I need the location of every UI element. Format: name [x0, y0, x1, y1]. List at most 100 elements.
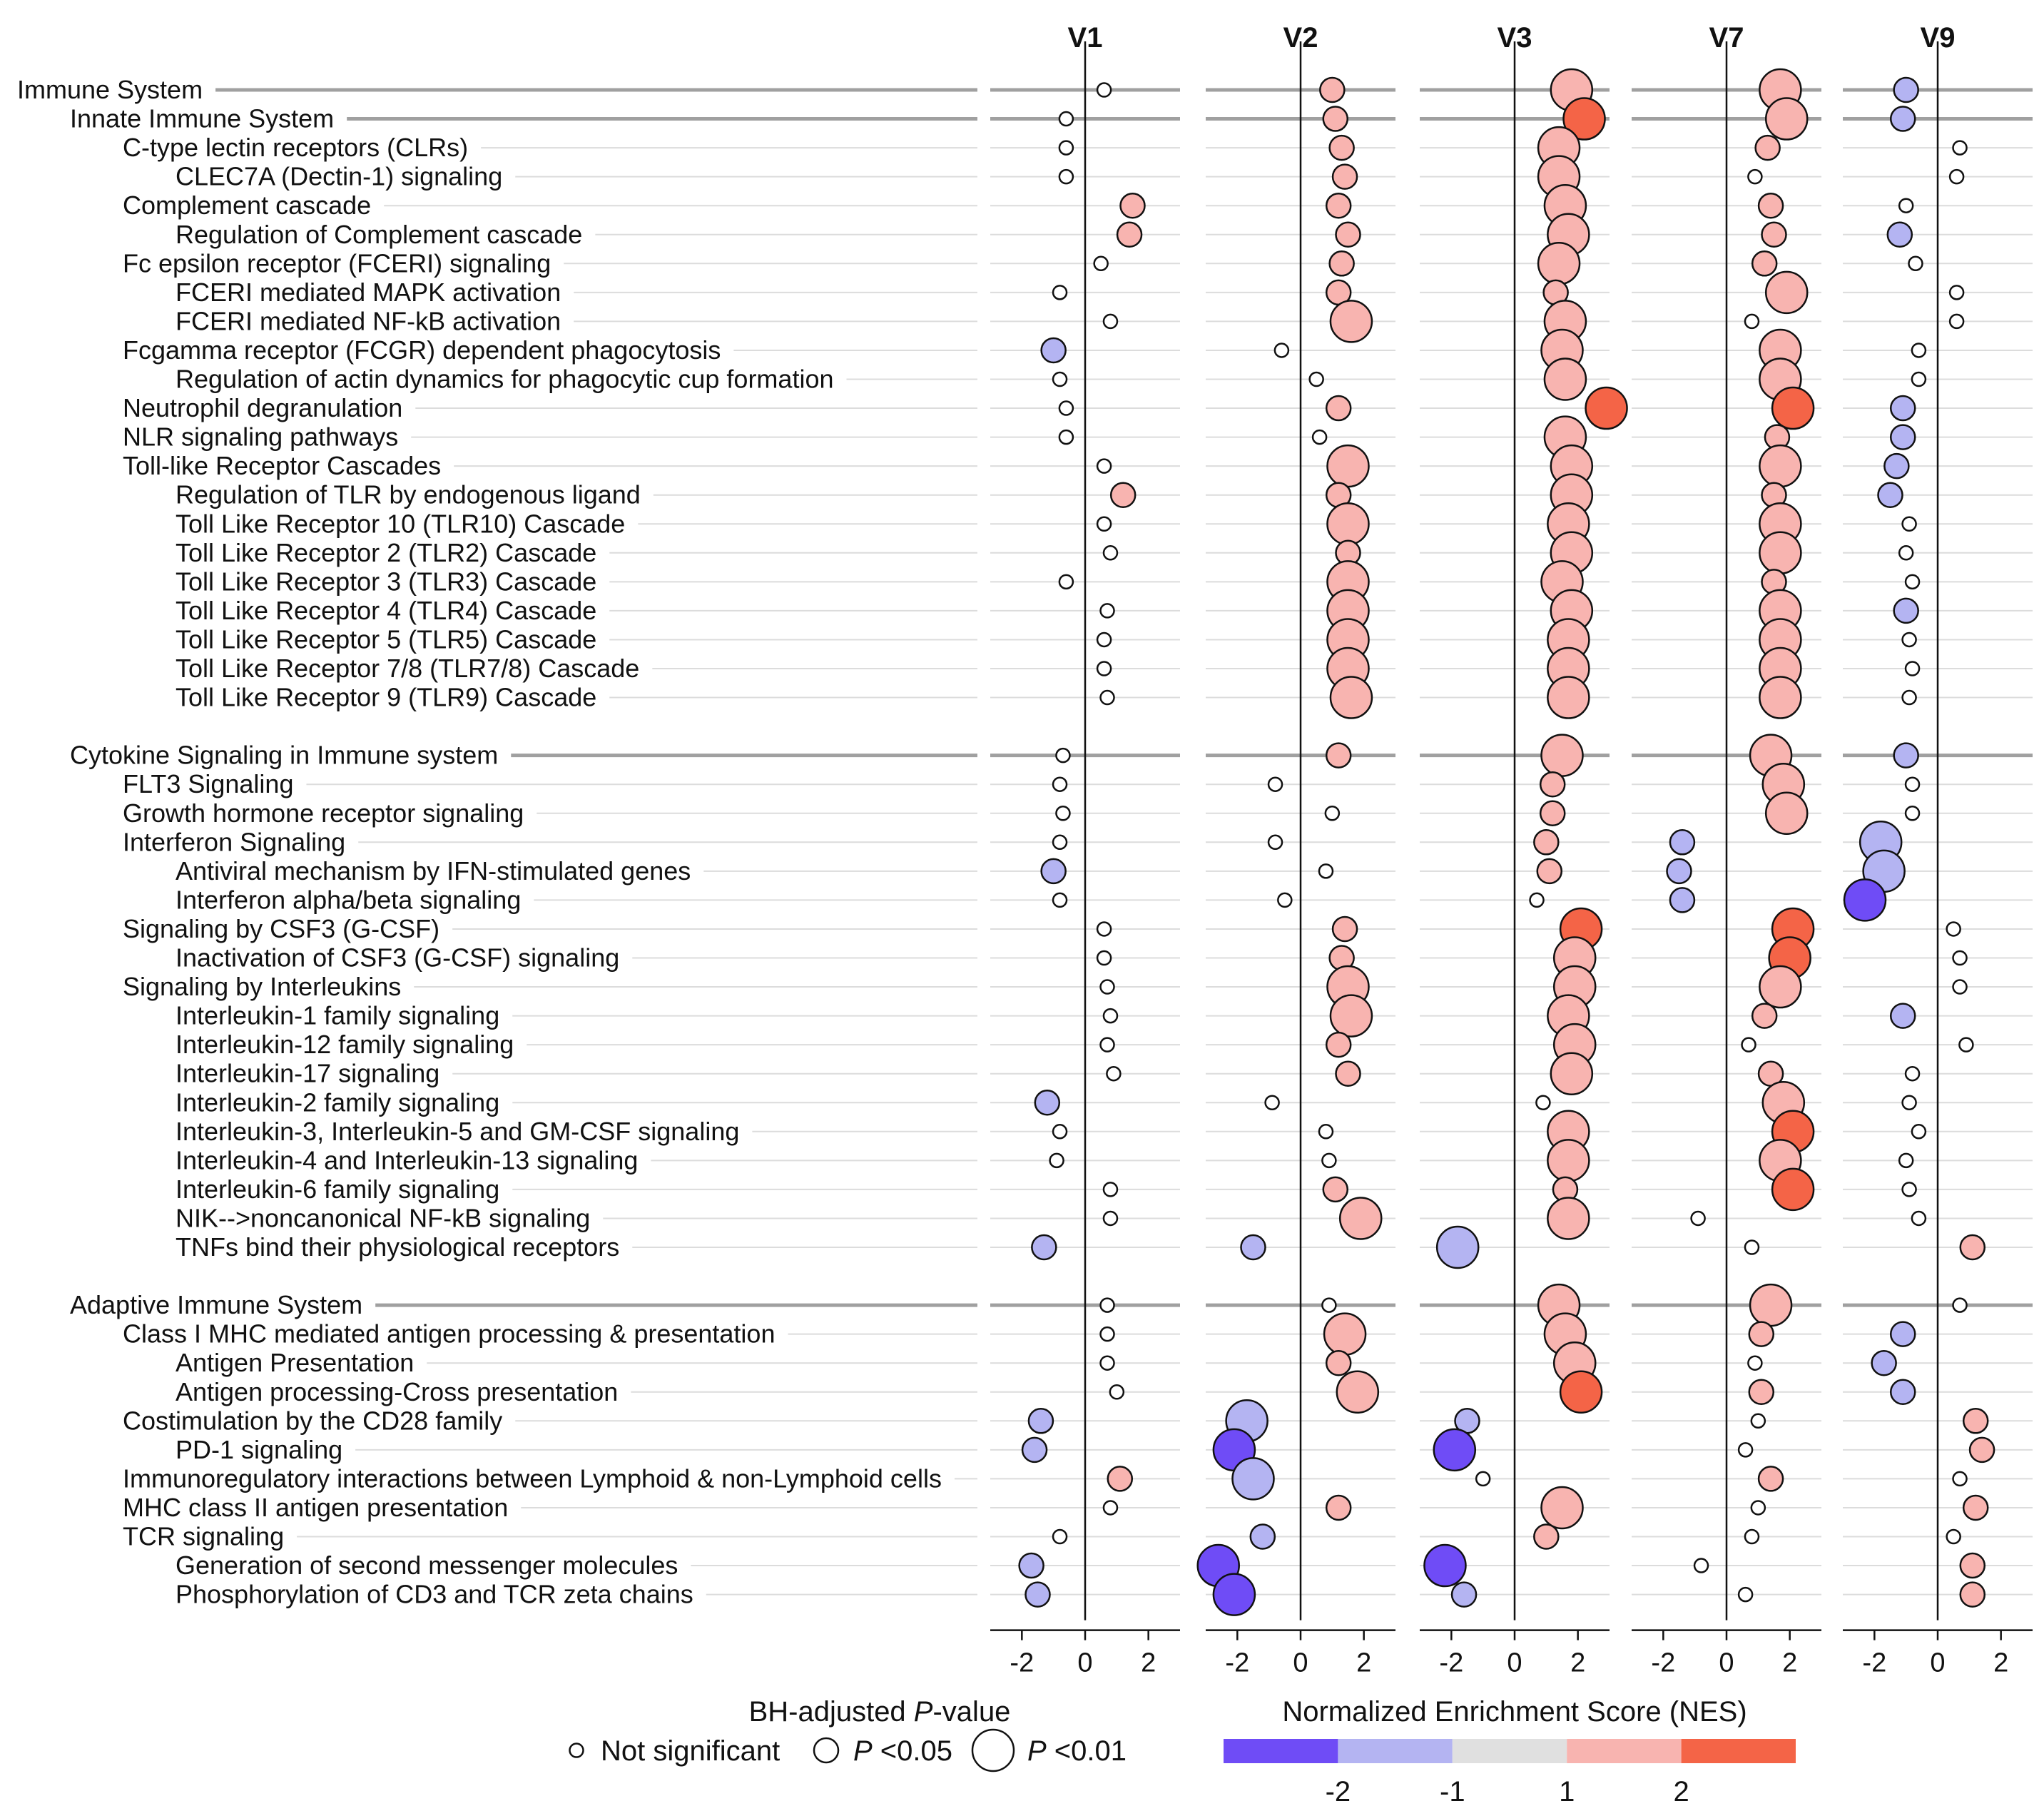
enrichment-dot — [1537, 242, 1581, 285]
enrichment-dot — [1871, 1349, 1897, 1376]
x-tick-label: 0 — [1077, 1648, 1092, 1678]
row-label: NLR signaling pathways — [123, 422, 398, 452]
row-label: FCERI mediated NF-kB activation — [176, 306, 561, 335]
enrichment-dot — [1024, 1581, 1051, 1608]
row-label: Toll Like Receptor 5 (TLR5) Cascade — [176, 624, 596, 654]
row-label: Growth hormone receptor signaling — [123, 798, 524, 828]
enrichment-dot — [1901, 516, 1917, 532]
row-label: Fcgamma receptor (FCGR) dependent phagoc… — [123, 335, 721, 365]
row-label: Inactivation of CSF3 (G-CSF) signaling — [176, 943, 619, 973]
enrichment-dot — [1318, 863, 1334, 879]
color-legend-label: -2 — [1326, 1776, 1351, 1807]
size-legend-circle — [813, 1737, 840, 1764]
row-label: Regulation of actin dynamics for phagocy… — [176, 365, 833, 394]
enrichment-dot — [1018, 1552, 1044, 1579]
enrichment-dot — [1325, 192, 1352, 219]
color-legend-label: 2 — [1673, 1776, 1689, 1807]
enrichment-dot — [1099, 1297, 1115, 1313]
color-legend-bin — [1338, 1739, 1453, 1763]
enrichment-dot — [1908, 255, 1923, 272]
enrichment-dot — [1754, 134, 1781, 161]
enrichment-dot — [1547, 676, 1590, 719]
enrichment-dot — [1911, 1210, 1927, 1227]
enrichment-dot — [1744, 1528, 1760, 1545]
size-legend-label: Not significant — [601, 1735, 780, 1767]
enrichment-dot — [1952, 979, 1968, 995]
enrichment-dot — [1102, 1182, 1119, 1197]
row-label: CLEC7A (Dectin-1) signaling — [176, 162, 502, 191]
enrichment-dot — [1240, 1234, 1266, 1261]
enrichment-dot — [1959, 1234, 1986, 1261]
x-tick-label: 0 — [1507, 1648, 1522, 1678]
enrichment-dot — [1744, 313, 1760, 330]
row-label: Interleukin-3, Interleukin-5 and GM-CSF … — [176, 1117, 739, 1146]
size-legend-entries: Not significant P <0.05 P <0.01 — [569, 1728, 1127, 1772]
enrichment-dot — [1277, 892, 1293, 908]
row-label: Complement cascade — [123, 191, 371, 220]
enrichment-dot — [1529, 892, 1545, 908]
enrichment-dot — [1052, 776, 1068, 792]
color-legend-title: Normalized Enrichment Score (NES) — [1282, 1696, 1746, 1728]
enrichment-dot — [1099, 1037, 1115, 1052]
x-tick-label: 0 — [1719, 1648, 1734, 1678]
x-tick-label: 0 — [1293, 1648, 1308, 1678]
enrichment-dot — [1249, 1523, 1276, 1550]
enrichment-dot — [1021, 1436, 1048, 1464]
row-label: MHC class II antigen presentation — [123, 1493, 508, 1522]
panel-v3: V3-2 0 2 — [1420, 22, 1628, 1678]
row-label: C-type lectin receptors (CLRs) — [123, 133, 468, 162]
enrichment-dot — [1904, 661, 1921, 676]
enrichment-dot — [1757, 1466, 1784, 1492]
enrichment-dot — [1099, 1355, 1115, 1371]
enrichment-dot — [1058, 111, 1074, 127]
enrichment-dot — [1737, 1442, 1754, 1458]
enrichment-dot — [1741, 1037, 1756, 1052]
row-label: Signaling by CSF3 (G-CSF) — [123, 914, 439, 943]
enrichment-dot — [1911, 371, 1927, 387]
enrichment-dot — [1904, 776, 1921, 792]
enrichment-dot — [1585, 386, 1628, 430]
enrichment-dot — [1539, 800, 1566, 826]
enrichment-dot — [1323, 1312, 1367, 1356]
panel-v1: V1-2 0 2 — [990, 22, 1180, 1678]
enrichment-dot — [1267, 834, 1283, 851]
x-tick-label: 0 — [1930, 1648, 1945, 1678]
enrichment-dot — [1751, 1003, 1778, 1029]
legend: BH-adjusted P-value Not significant P <0.… — [569, 1696, 1796, 1807]
label-guide-lines — [215, 88, 977, 1596]
color-legend-bin — [1681, 1739, 1796, 1763]
enrichment-dot — [1231, 1457, 1275, 1501]
enrichment-dot — [1757, 192, 1784, 219]
enrichment-dot — [1898, 1152, 1914, 1169]
x-tick-label: 2 — [1782, 1648, 1797, 1678]
enrichment-dot — [1058, 429, 1074, 445]
enrichment-dot — [1901, 689, 1917, 706]
enrichment-dot — [1877, 482, 1903, 508]
x-tick-label: -2 — [1010, 1648, 1034, 1678]
enrichment-dot — [1889, 395, 1916, 422]
enrichment-dot — [1212, 1573, 1256, 1616]
enrichment-dot — [1690, 1210, 1706, 1227]
enrichment-dot — [1771, 1167, 1815, 1212]
enrichment-dot — [1052, 834, 1068, 851]
size-legend-circle — [569, 1743, 584, 1758]
enrichment-dot — [1911, 1124, 1927, 1140]
x-tick-label: 2 — [1570, 1648, 1585, 1678]
enrichment-dot — [1962, 1494, 1989, 1521]
enrichment-dot — [1052, 1528, 1068, 1545]
enrichment-dot — [1893, 76, 1919, 103]
row-label: Toll Like Receptor 2 (TLR2) Cascade — [176, 538, 596, 567]
enrichment-dot — [1747, 168, 1763, 185]
enrichment-dot — [1693, 1558, 1709, 1573]
row-label: Antigen Presentation — [176, 1348, 414, 1377]
enrichment-dot — [1040, 858, 1067, 885]
enrichment-dot — [1031, 1234, 1057, 1261]
enrichment-dot — [1764, 97, 1809, 141]
panel-v9: V9-2 0 2 — [1843, 22, 2033, 1678]
enrichment-dot — [1321, 1152, 1337, 1169]
row-label: Toll Like Receptor 3 (TLR3) Cascade — [176, 567, 596, 596]
enrichment-dot — [1040, 337, 1067, 364]
row-label: NIK-->noncanonical NF-kB signaling — [176, 1203, 590, 1232]
enrichment-dot — [1764, 791, 1809, 835]
